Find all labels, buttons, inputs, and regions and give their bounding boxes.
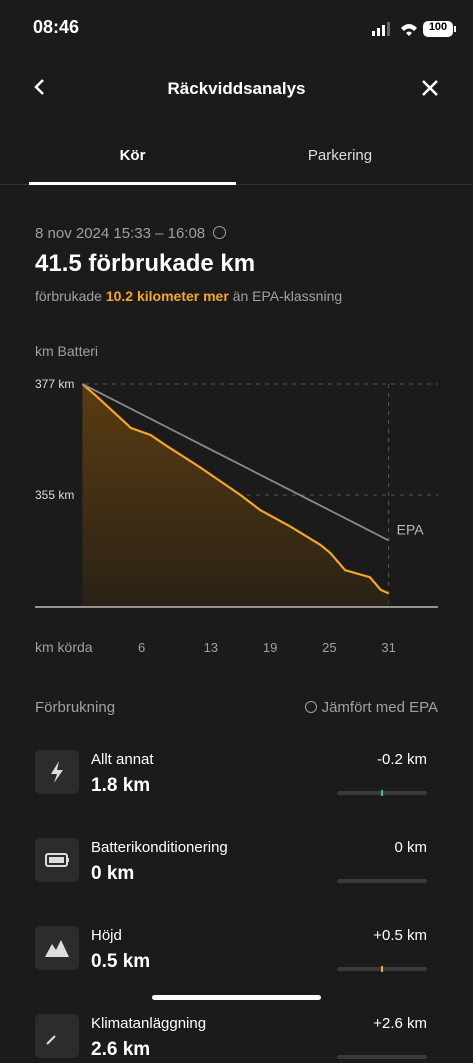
x-tick-label: 6 xyxy=(138,640,145,655)
line xyxy=(81,383,390,595)
compare-marker xyxy=(381,790,383,796)
compare-bar xyxy=(337,879,427,883)
item-value: 0.5 km xyxy=(91,951,151,972)
row-icon xyxy=(35,1014,79,1058)
section-title: Förbrukning xyxy=(35,699,116,716)
page-title: Räckviddsanalys xyxy=(167,79,306,98)
trip-date: 8 nov 2024 15:33 – 16:08 xyxy=(35,225,227,242)
divider xyxy=(0,184,473,185)
y-tick-label: 355 km xyxy=(35,488,74,502)
row-icon xyxy=(35,926,79,970)
x-tick-label: 25 xyxy=(322,640,336,655)
trip-headline: 41.5 förbrukade km xyxy=(35,250,256,277)
tab[interactable]: Parkering xyxy=(307,147,373,164)
x-tick-label: 19 xyxy=(263,640,277,655)
area xyxy=(82,384,389,607)
item-compare: 0 km xyxy=(394,839,427,856)
trip-date-text: 8 nov 2024 15:33 – 16:08 xyxy=(35,225,206,242)
compare-marker xyxy=(381,966,383,972)
compare-label[interactable]: Jämfört med EPA xyxy=(304,699,438,716)
info-icon[interactable] xyxy=(213,226,227,239)
chart: km Batteri km körda 355 km 377 km 6 13 19 25 3… xyxy=(35,343,438,655)
back-button[interactable] xyxy=(30,77,50,97)
item-value: 1.8 km xyxy=(91,775,151,796)
tab-indicator xyxy=(29,182,236,185)
status-time: 08:46 xyxy=(33,17,80,37)
compare-bar xyxy=(337,1055,427,1059)
tab[interactable]: Kör xyxy=(119,147,146,164)
item-value: 2.6 km xyxy=(91,1039,151,1060)
item-value: 0 km xyxy=(91,863,135,884)
x-tick-label: 13 xyxy=(204,640,218,655)
row-icon xyxy=(35,750,79,794)
item-compare: -0.2 km xyxy=(376,751,427,768)
screen: 08:46 100 Räckviddsanalys Kör Parkering … xyxy=(0,17,473,1060)
trip-note: förbrukade 10.2 kilometer mer än EPA-kla… xyxy=(35,288,342,304)
close-button[interactable] xyxy=(420,78,440,98)
note-text: än EPA-klassning xyxy=(232,288,343,304)
battery-level: 100 xyxy=(428,21,448,33)
x-axis-label: km körda xyxy=(35,639,93,655)
status-icons xyxy=(372,21,456,37)
note-highlight: 10.2 kilometer mer xyxy=(105,288,229,304)
series-label: EPA xyxy=(397,521,425,537)
item-name: Allt annat xyxy=(91,751,154,768)
row-icon xyxy=(35,838,79,882)
y-tick-label: 377 km xyxy=(35,377,74,391)
item-compare: +0.5 km xyxy=(373,927,427,944)
item-name: Höjd xyxy=(91,927,122,944)
note-text: förbrukade xyxy=(35,288,102,304)
line xyxy=(82,383,390,542)
item-name: Batterikonditionering xyxy=(91,839,228,856)
compare-text: Jämfört med EPA xyxy=(321,699,438,716)
y-axis-label: km Batteri xyxy=(35,343,98,359)
x-tick-label: 31 xyxy=(381,640,395,655)
home-indicator xyxy=(152,995,321,1000)
